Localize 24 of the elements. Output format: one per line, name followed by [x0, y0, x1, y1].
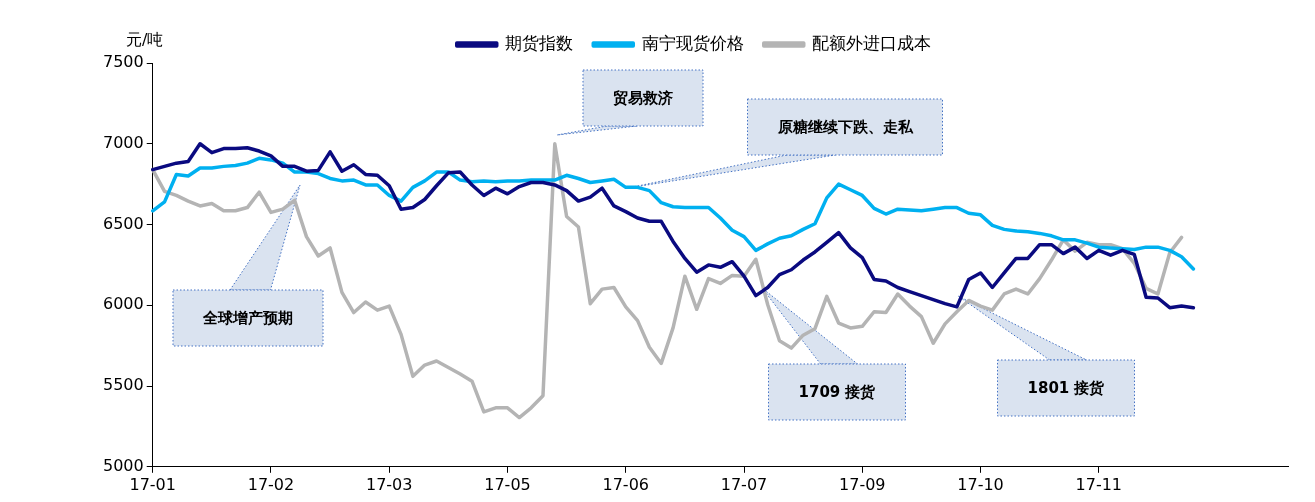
y-tick-label: 7000: [103, 132, 144, 152]
legend-label: 南宁现货价格: [641, 32, 744, 53]
y-tick-label: 7500: [103, 52, 144, 72]
y-tick-label: 6500: [103, 213, 144, 233]
y-tick-label: 5000: [103, 455, 144, 475]
legend-label: 期货指数: [505, 32, 574, 53]
x-tick-label: 17-01: [129, 474, 176, 494]
x-tick-label: 17-05: [484, 474, 531, 494]
x-tick-label: 17-06: [602, 474, 649, 494]
x-tick-label: 17-07: [720, 474, 768, 494]
legend-label: 配额外进口成本: [812, 32, 932, 53]
x-tick-label: 17-09: [839, 474, 886, 494]
y-axis-title: 元/吨: [126, 30, 164, 50]
x-tick-label: 17-03: [365, 474, 413, 494]
annotation: 贸易救济: [613, 88, 673, 108]
x-tick-label: 17-10: [957, 474, 1004, 494]
x-tick-label: 17-11: [1075, 474, 1123, 494]
annotation: 1801 接货: [1027, 378, 1105, 398]
annotation: 1709 接货: [798, 382, 876, 402]
x-tick-label: 17-02: [247, 474, 295, 494]
annotation: 原糖继续下跌、走私: [777, 117, 913, 137]
y-tick-label: 6000: [103, 294, 144, 314]
annotation: 全球增产预期: [203, 308, 293, 328]
y-tick-label: 5500: [103, 375, 144, 395]
